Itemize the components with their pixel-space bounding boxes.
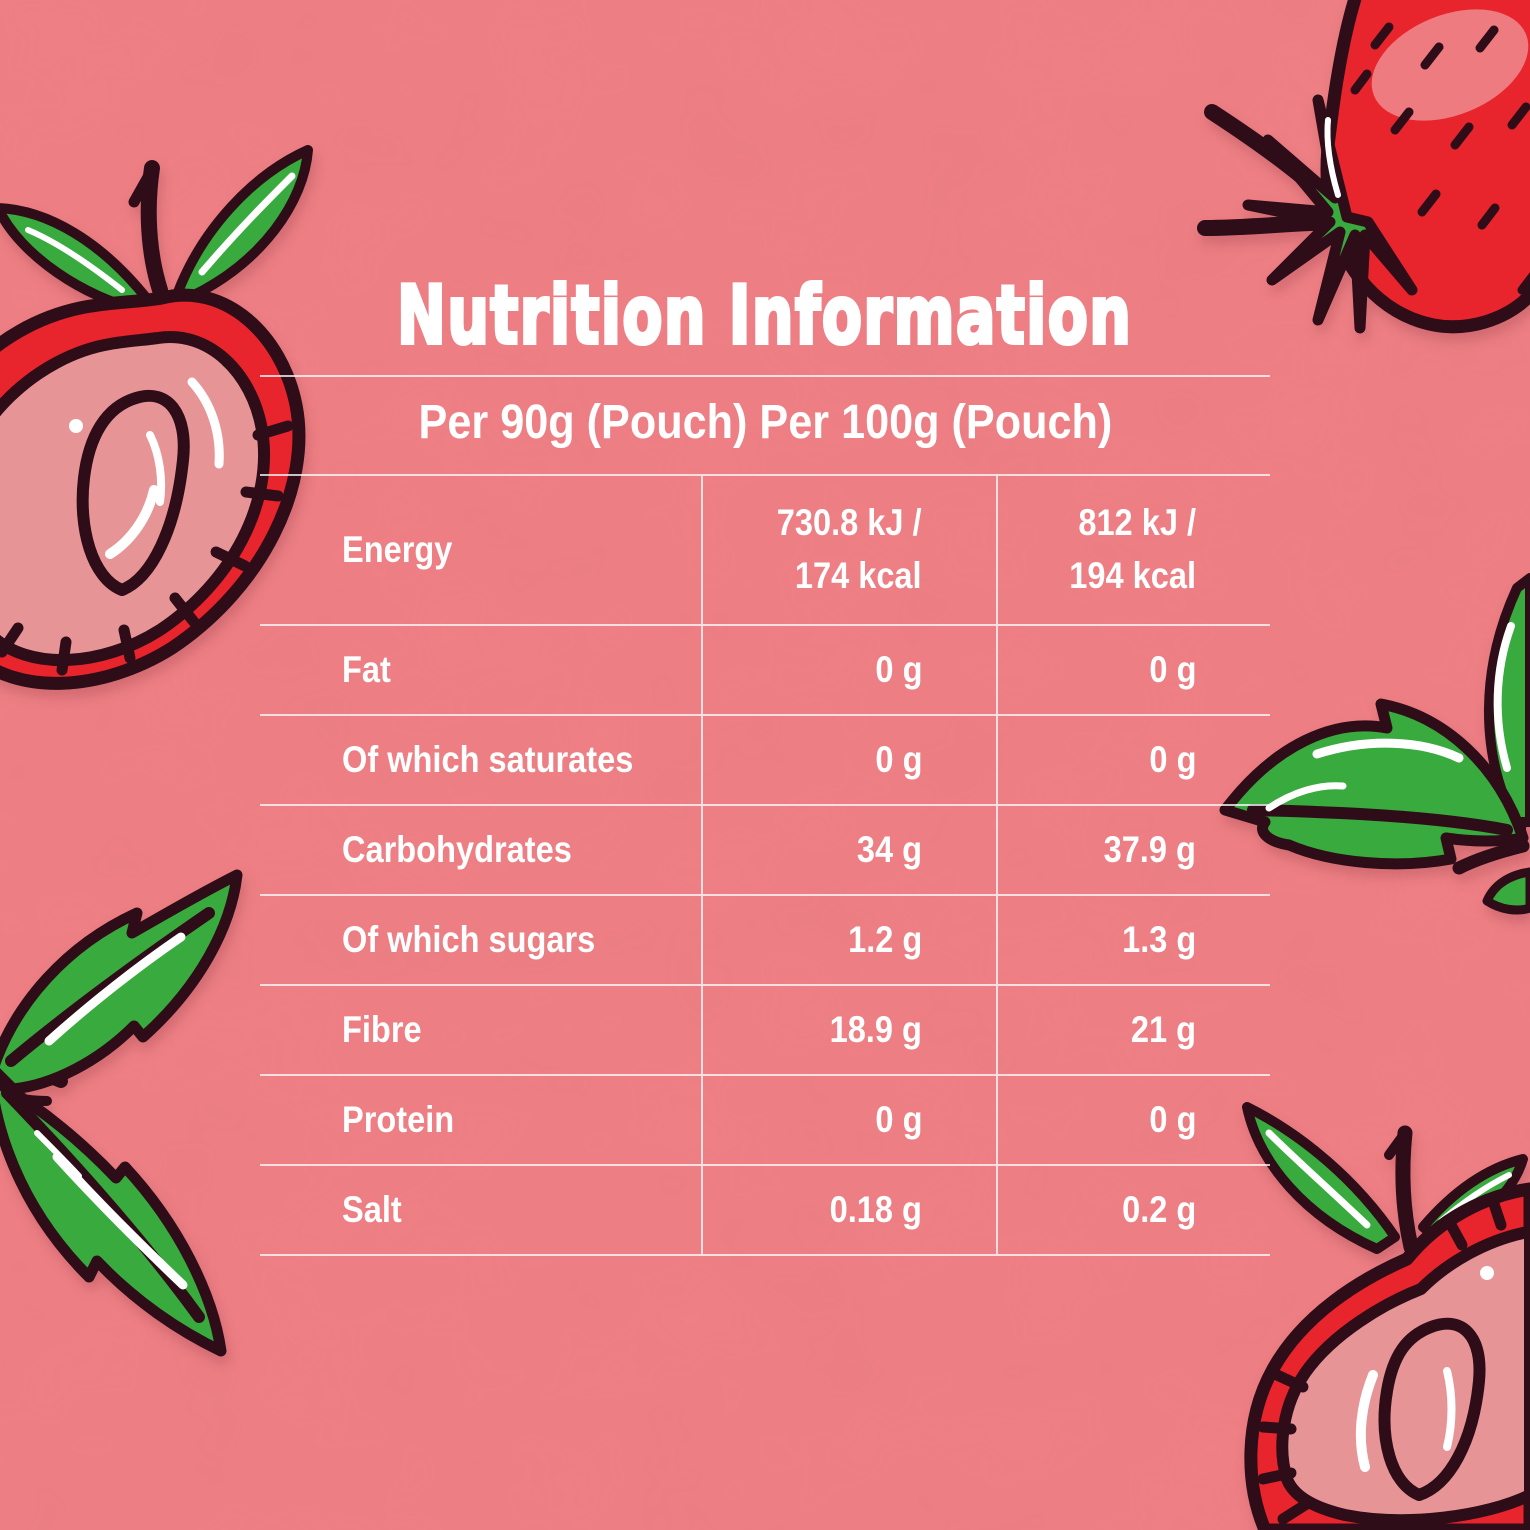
table-row: Energy 730.8 kJ /174 kcal 812 kJ /194 kcal — [260, 476, 1270, 624]
page-title-text: Nutrition Information — [396, 269, 1133, 362]
table-row: Of which sugars 1.2 g 1.3 g — [260, 894, 1270, 984]
strawberry-half-bottom-right-illustration — [1242, 1102, 1530, 1530]
nutrient-label: Energy — [342, 528, 453, 570]
nutrient-label: Protein — [342, 1098, 455, 1140]
value-per-100g: 0.2 g — [996, 1166, 1270, 1254]
value-per-90g: 0.18 g — [701, 1166, 996, 1254]
strawberry-half-left-illustration — [0, 145, 313, 690]
value-per-100g: 0 g — [996, 1076, 1270, 1164]
value-per-90g: 34 g — [701, 806, 996, 894]
value-per-100g: 0 g — [996, 716, 1270, 804]
value-per-100g: 37.9 g — [996, 806, 1270, 894]
value-per-90g: 0 g — [701, 716, 996, 804]
value-per-100g: 1.3 g — [996, 896, 1270, 984]
value-per-90g: 0 g — [701, 626, 996, 714]
nutrition-table: Energy 730.8 kJ /174 kcal 812 kJ /194 kcal… — [260, 474, 1270, 1256]
strawberry-whole-top-right-illustration — [1197, 0, 1530, 334]
value-per-90g: 730.8 kJ /174 kcal — [701, 476, 996, 624]
table-row: Carbohydrates 34 g 37.9 g — [260, 804, 1270, 894]
value-per-100g: 812 kJ /194 kcal — [996, 476, 1270, 624]
value-per-90g: 1.2 g — [701, 896, 996, 984]
nutrient-label: Of which saturates — [342, 738, 634, 780]
nutrient-label: Salt — [342, 1188, 402, 1230]
value-per-90g: 18.9 g — [701, 986, 996, 1074]
column-headers-text: Per 90g (Pouch) Per 100g (Pouch) — [418, 396, 1112, 449]
column-headers: Per 90g (Pouch) Per 100g (Pouch) — [260, 399, 1270, 447]
nutrient-label: Of which sugars — [342, 918, 596, 960]
value-per-100g: 21 g — [996, 986, 1270, 1074]
table-row: Salt 0.18 g 0.2 g — [260, 1164, 1270, 1254]
leaves-right-illustration — [1219, 573, 1530, 915]
value-per-90g: 0 g — [701, 1076, 996, 1164]
nutrient-label: Fat — [342, 648, 391, 690]
nutrient-label: Carbohydrates — [342, 828, 572, 870]
page-title: Nutrition Information — [260, 269, 1270, 362]
value-per-100g: 0 g — [996, 626, 1270, 714]
leaves-bottom-left-illustration — [0, 869, 243, 1357]
table-row: Fibre 18.9 g 21 g — [260, 984, 1270, 1074]
title-divider — [260, 375, 1270, 377]
nutrient-label: Fibre — [342, 1008, 422, 1050]
